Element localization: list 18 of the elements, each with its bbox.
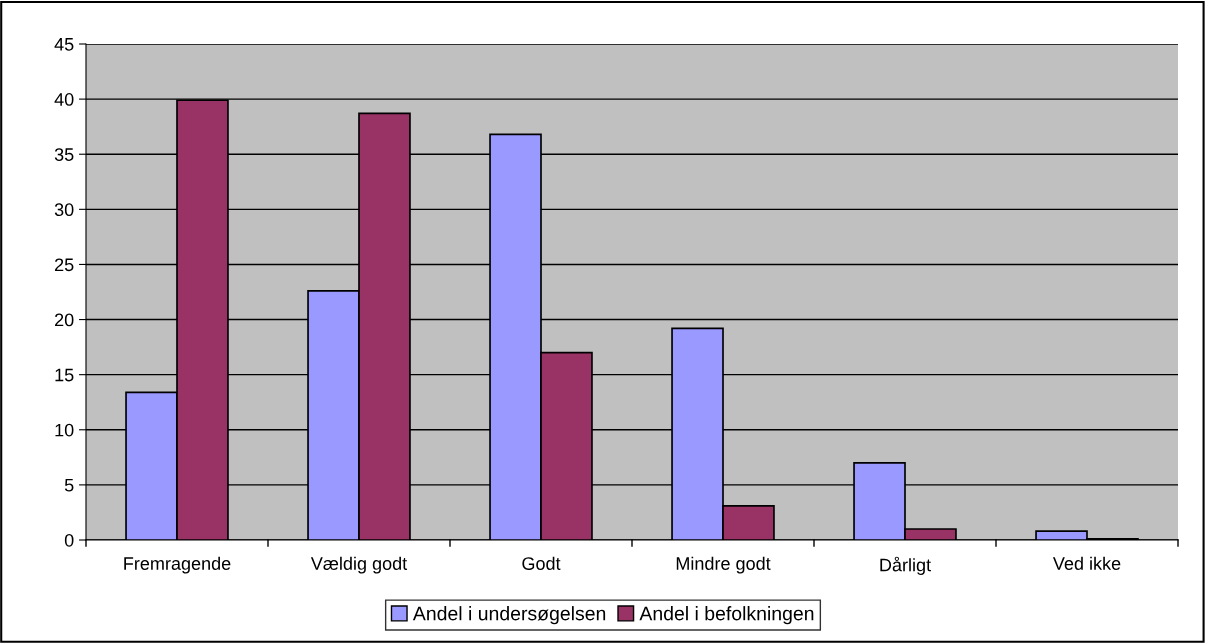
x-tick-label: Mindre godt	[676, 556, 771, 574]
y-tick-label: 25	[55, 258, 74, 272]
x-tick-label: Godt	[522, 556, 561, 570]
y-tick-label: 0	[64, 533, 74, 547]
x-tick-label: Fremragende	[124, 556, 231, 574]
y-tick-label: 30	[54, 203, 74, 217]
y-tick-label: 45	[54, 38, 74, 51]
y-tick-label: 15	[55, 368, 74, 382]
y-tick-label: 20	[55, 313, 74, 327]
x-tick-label: Dårligt	[880, 556, 931, 575]
legend-label: Andel i befolkningen	[639, 606, 814, 625]
x-tick-label: Ved ikke	[1052, 556, 1121, 570]
legend-label: Andel i undersøgelsen	[412, 606, 606, 625]
y-tick-label: 40	[54, 93, 74, 106]
y-tick-label: 10	[55, 423, 74, 437]
y-tick-label: 5	[64, 479, 74, 492]
y-tick-label: 35	[54, 148, 74, 161]
x-tick-label: Vældig godt	[310, 556, 408, 574]
